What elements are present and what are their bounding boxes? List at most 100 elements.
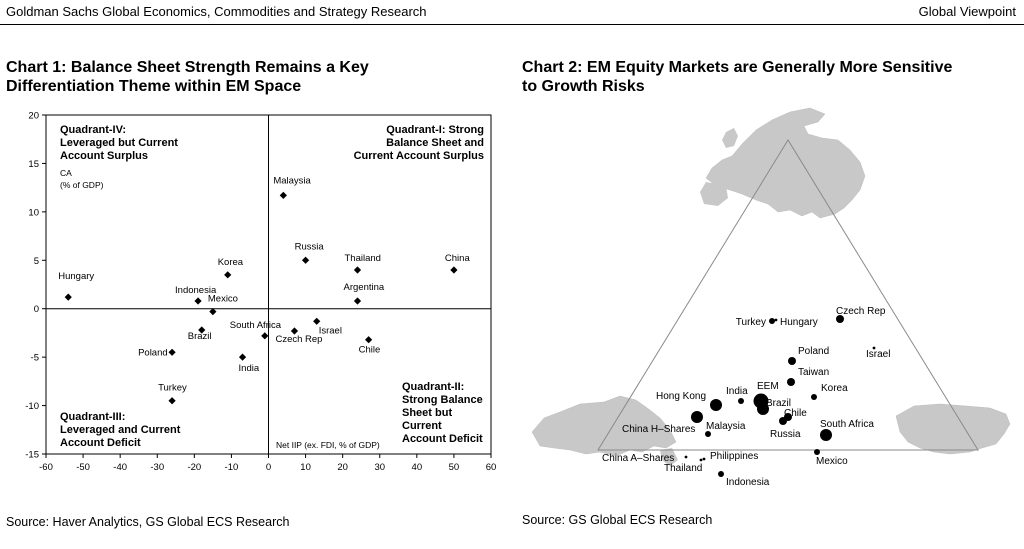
chart2-point-label: Chile	[784, 408, 807, 419]
europe-map-silhouette	[705, 107, 866, 219]
chart2-point-label: India	[726, 386, 748, 397]
chart1-x-tick-label: 0	[266, 462, 271, 473]
chart1-y-tick-label: 10	[28, 207, 39, 218]
iberia-map-silhouette	[700, 182, 728, 206]
chart1-point-turkey	[168, 397, 176, 405]
chart1-point-label: Russia	[295, 241, 325, 252]
chart1-x-tick-label: -10	[225, 462, 239, 473]
chart1-point-indonesia	[194, 297, 202, 305]
chart2-point-south-africa	[820, 429, 832, 441]
chart1-quadrant-iii-label: Quadrant-III: Leveraged and Current Accoun…	[60, 411, 181, 449]
chart1-x-tick-label: 20	[337, 462, 348, 473]
chart1-x-tick-label: -60	[39, 462, 53, 473]
chart1-source: Source: Haver Analytics, GS Global ECS R…	[6, 515, 290, 529]
chart1-x-tick-label: 40	[412, 462, 423, 473]
chart2-point-label: Czech Rep	[836, 306, 886, 317]
chart1-point-malaysia	[279, 191, 287, 199]
chart2-point-china-h-shares	[691, 411, 703, 423]
chart1-y-axis-label-line1: CA	[60, 168, 72, 178]
chart1-y-tick-label: 0	[34, 304, 39, 315]
sensitivity-triangle	[597, 139, 979, 451]
chart1-x-tick-label: 50	[449, 462, 460, 473]
chart2-point-hong-kong	[710, 399, 722, 411]
chart2-point-label: Poland	[798, 346, 829, 357]
chart1-point-label: Israel	[319, 325, 342, 336]
chart1-x-tick-label: -30	[150, 462, 164, 473]
chart1-point-korea	[224, 271, 232, 279]
chart2-point-thailand	[699, 458, 703, 462]
chart1-x-tick-label: -20	[187, 462, 201, 473]
chart2-point-taiwan	[787, 378, 795, 386]
north-america-map-silhouette	[895, 403, 1011, 455]
chart2-point-label: Hungary	[780, 317, 818, 328]
chart1-point-label: Korea	[218, 257, 244, 268]
chart2-title: Chart 2: EM Equity Markets are Generally…	[522, 58, 1022, 96]
page-header: Goldman Sachs Global Economics, Commodit…	[0, 0, 1024, 25]
chart2-point-label: Taiwan	[798, 367, 829, 378]
chart1-point-label: Argentina	[344, 282, 385, 293]
chart1-title: Chart 1: Balance Sheet Strength Remains …	[6, 58, 506, 96]
chart2-point-israel	[872, 346, 876, 350]
chart2-point-label: China H–Shares	[622, 424, 695, 435]
chart1-point-label: Hungary	[58, 271, 94, 282]
chart1-x-tick-label: -50	[76, 462, 90, 473]
chart2-title-line1: Chart 2: EM Equity Markets are Generally…	[522, 59, 953, 76]
chart1-y-tick-label: 15	[28, 159, 39, 170]
chart2-point-label: EEM	[757, 381, 779, 392]
chart1-point-label: Poland	[138, 347, 168, 358]
chart1-x-tick-label: 10	[300, 462, 311, 473]
chart2-point-label: Thailand	[664, 463, 702, 474]
chart1-quadrant-iv-label: Quadrant-IV: Leveraged but Current Account…	[60, 124, 178, 162]
chart1-y-tick-label: -5	[31, 353, 39, 364]
chart2-point-label: Indonesia	[726, 477, 770, 488]
chart1-point-russia	[301, 256, 310, 264]
chart1-scatter: -60 -50 -40 -30 -20 -10 0 10 20 30 40 50 6020151050-…	[25, 111, 497, 474]
chart1-point-label: Mexico	[208, 294, 238, 305]
chart1-point-label: China	[445, 253, 471, 264]
chart1-y-tick-label: -10	[25, 401, 39, 412]
header-section: Global Viewpoint	[918, 4, 1016, 19]
chart2-point-turkey	[769, 318, 775, 324]
chart1-point-thailand	[353, 266, 362, 274]
header-publisher: Goldman Sachs Global Economics, Commodit…	[6, 4, 427, 19]
chart2-point-label: Philippines	[710, 451, 758, 462]
chart2-point-label: Hong Kong	[656, 391, 706, 402]
chart1-quadrant-i-label: Quadrant-I: Strong Balance Sheet and Curre…	[354, 124, 484, 162]
chart1-point-label: Brazil	[188, 331, 212, 342]
chart1-point-label: Chile	[359, 345, 381, 356]
chart2-point-indonesia	[718, 471, 724, 477]
chart1-y-tick-label: -15	[25, 450, 39, 461]
chart1-point-india	[238, 353, 247, 361]
chart1-quadrant-ii-label: Quadrant-II: Strong Balance Sheet but Curre…	[402, 381, 483, 445]
chart2-point-korea	[811, 394, 817, 400]
chart1-point-hungary	[64, 293, 72, 301]
chart1-x-axis-label: Net IIP (ex. FDI, % of GDP)	[276, 440, 380, 450]
chart1-point-label: Indonesia	[175, 285, 217, 296]
chart1-point-label: Turkey	[158, 383, 187, 394]
chart2-point-poland	[788, 357, 796, 365]
chart1-point-israel	[313, 317, 321, 325]
chart1-point-chile	[365, 336, 373, 344]
chart2-point-label: Israel	[866, 349, 890, 360]
chart1-point-poland	[168, 348, 176, 356]
uk-map-silhouette	[722, 128, 738, 148]
chart1-title-line1: Chart 1: Balance Sheet Strength Remains …	[6, 59, 369, 76]
chart2-point-label: Mexico	[816, 456, 848, 467]
chart1-point-south-africa	[261, 332, 269, 340]
chart2-point-label: Russia	[770, 429, 801, 440]
chart1-y-tick-label: 5	[34, 256, 39, 267]
chart1-x-tick-label: 30	[374, 462, 385, 473]
chart2-point-czech-rep	[836, 315, 844, 323]
chart2-point-malaysia	[705, 431, 711, 437]
chart1-point-label: Malaysia	[273, 175, 311, 186]
chart1-point-label: India	[239, 363, 260, 374]
chart2-point-russia	[784, 413, 792, 421]
chart2-point-brazil	[757, 403, 769, 415]
chart1-point-argentina	[353, 297, 362, 305]
chart1-x-tick-label: 60	[486, 462, 497, 473]
chart1-point-china	[450, 266, 458, 274]
chart2-point-label: South Africa	[820, 419, 874, 430]
chart2-point-hungary	[774, 318, 778, 322]
chart1-y-axis-label-line2: (% of GDP)	[60, 180, 104, 190]
chart2-point-label: Malaysia	[706, 421, 746, 432]
